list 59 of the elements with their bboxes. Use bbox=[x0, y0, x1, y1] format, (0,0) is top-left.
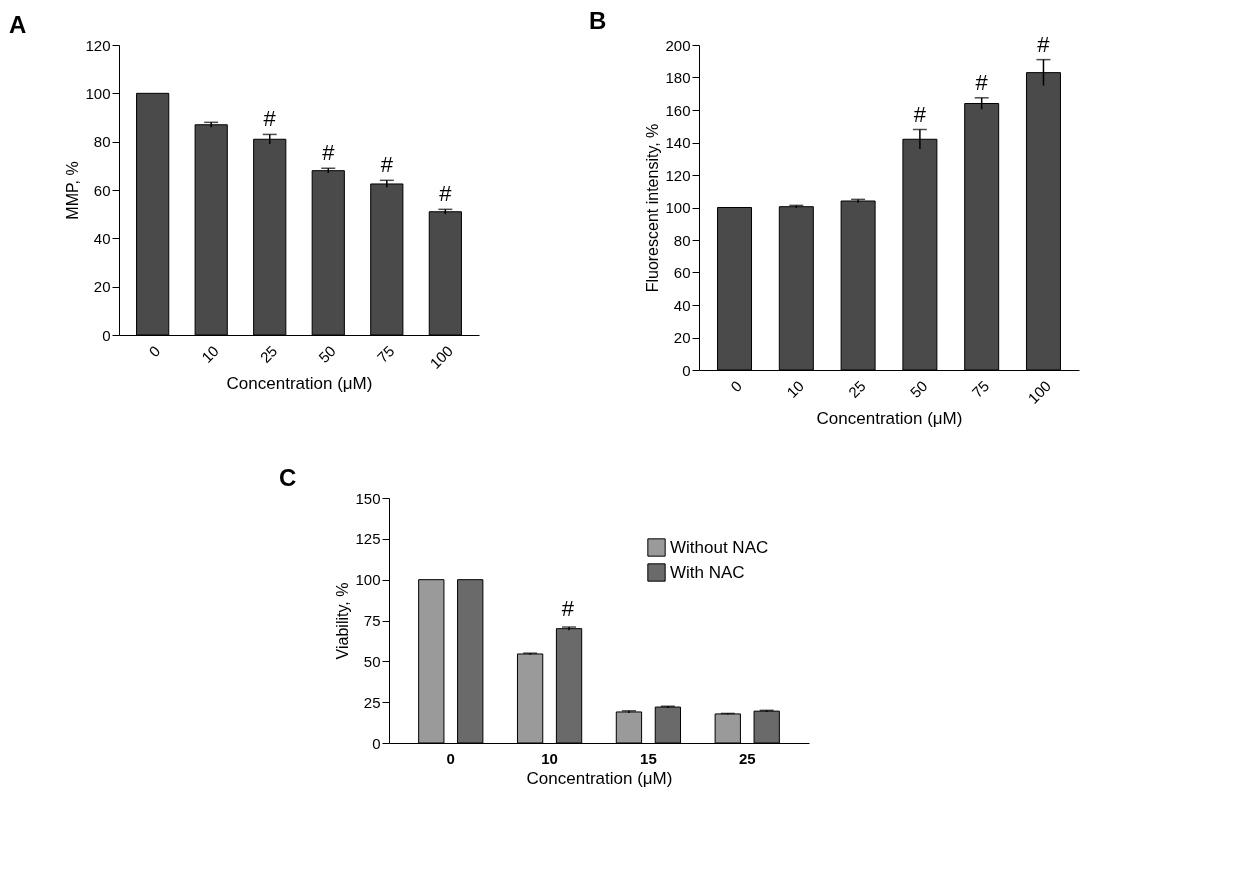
y-tick-label: 20 bbox=[93, 278, 111, 296]
annotation: # bbox=[322, 140, 336, 166]
y-tick-label: 25 bbox=[363, 693, 381, 711]
x-tick-label: 15 bbox=[640, 749, 657, 767]
x-tick-label: 10 bbox=[783, 377, 807, 401]
y-tick-label: 0 bbox=[372, 734, 381, 752]
y-tick-label: 120 bbox=[665, 166, 691, 184]
x-tick-label: 25 bbox=[738, 749, 756, 767]
y-tick-label: 0 bbox=[682, 361, 691, 379]
x-tick-label: 10 bbox=[541, 749, 558, 767]
x-tick-label: 50 bbox=[315, 342, 339, 366]
x-tick-label: 0 bbox=[727, 377, 746, 396]
y-tick-label: 180 bbox=[665, 69, 691, 86]
x-tick-label: 25 bbox=[844, 377, 869, 401]
y-tick-label: 160 bbox=[665, 101, 691, 119]
y-axis-title: MMP, % bbox=[64, 161, 82, 220]
y-tick-label: 40 bbox=[93, 229, 111, 247]
x-tick-label: 0 bbox=[145, 342, 164, 361]
y-tick-label: 60 bbox=[93, 181, 111, 199]
annotation: # bbox=[913, 101, 927, 127]
y-tick-label: 125 bbox=[355, 530, 381, 548]
y-tick-label: 50 bbox=[363, 652, 381, 670]
x-tick-label: 75 bbox=[968, 377, 993, 401]
y-tick-label: 120 bbox=[85, 36, 111, 54]
legend-label: With NAC bbox=[670, 562, 745, 582]
y-axis-title: Fluorescent intensity, % bbox=[644, 123, 662, 293]
annotation: # bbox=[439, 181, 453, 207]
y-tick-label: 100 bbox=[355, 571, 381, 589]
x-tick-label: 25 bbox=[256, 342, 281, 366]
chart-title: A bbox=[9, 11, 27, 38]
y-tick-label: 150 bbox=[355, 489, 381, 507]
annotation: # bbox=[263, 106, 277, 132]
x-axis-title: Concentration (μM) bbox=[226, 373, 373, 393]
y-tick-label: 0 bbox=[102, 326, 111, 344]
annotation: # bbox=[975, 69, 989, 95]
x-tick-label: 50 bbox=[906, 377, 931, 401]
y-tick-label: 100 bbox=[665, 199, 691, 216]
y-axis-title: Viability, % bbox=[334, 582, 352, 660]
y-tick-label: 75 bbox=[363, 612, 381, 629]
x-tick-label: 100 bbox=[426, 342, 456, 372]
y-tick-label: 80 bbox=[673, 231, 691, 249]
legend-label: Without NAC bbox=[670, 537, 769, 557]
x-tick-label: 0 bbox=[446, 749, 455, 767]
x-axis-title: Concentration (μM) bbox=[526, 768, 673, 788]
annotation: # bbox=[561, 596, 575, 622]
annotation: # bbox=[1037, 31, 1051, 57]
y-tick-label: 140 bbox=[665, 134, 691, 151]
chart-title: B bbox=[589, 6, 607, 34]
y-tick-label: 80 bbox=[93, 133, 111, 151]
y-tick-label: 60 bbox=[673, 264, 691, 281]
x-tick-label: 100 bbox=[1024, 377, 1055, 407]
y-tick-label: 20 bbox=[673, 329, 691, 346]
x-tick-label: 10 bbox=[197, 342, 222, 366]
x-axis-title: Concentration (μM) bbox=[816, 408, 963, 428]
annotation: # bbox=[380, 152, 394, 178]
y-tick-label: 200 bbox=[665, 36, 691, 54]
chart-title: C bbox=[279, 464, 297, 491]
y-tick-label: 40 bbox=[673, 296, 691, 314]
y-tick-label: 100 bbox=[85, 84, 111, 102]
